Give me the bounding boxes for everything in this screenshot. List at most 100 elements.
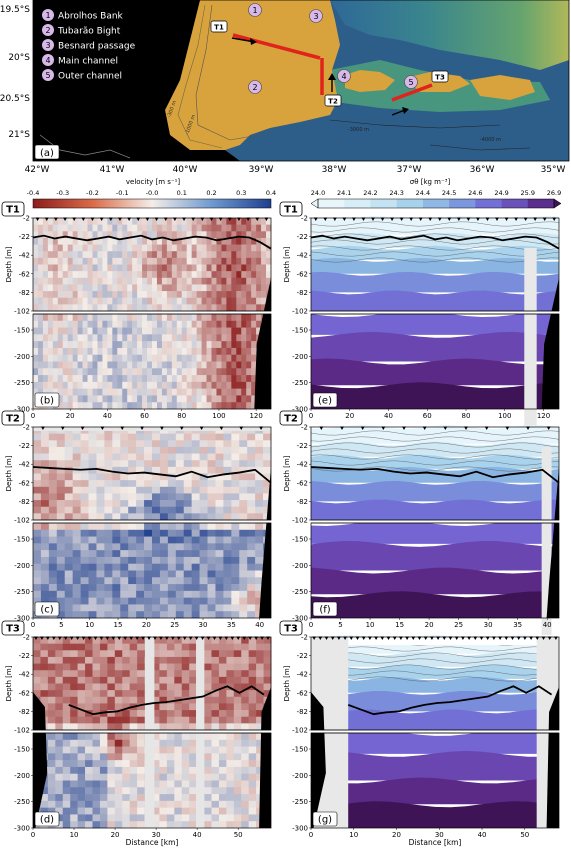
velocity-cell bbox=[56, 446, 66, 454]
velocity-cell bbox=[171, 277, 178, 285]
velocity-cell bbox=[183, 584, 192, 592]
velocity-cell bbox=[117, 284, 123, 292]
velocity-cell bbox=[176, 320, 183, 328]
velocity-cell bbox=[137, 271, 143, 279]
transect-tag: T2 bbox=[1, 410, 25, 426]
velocity-cell bbox=[152, 231, 158, 239]
velocity-cell bbox=[128, 550, 137, 558]
transect-line-t1 bbox=[232, 33, 321, 60]
velocity-cell bbox=[128, 493, 137, 501]
velocity-cell bbox=[142, 314, 148, 322]
velocity-cell bbox=[67, 314, 73, 322]
x-tick-label: 25 bbox=[170, 621, 179, 629]
velocity-cell bbox=[72, 314, 78, 322]
velocity-cell bbox=[152, 800, 160, 808]
velocity-cell bbox=[40, 493, 50, 501]
velocity-cell bbox=[201, 395, 207, 403]
velocity-cell bbox=[167, 513, 177, 521]
velocity-cell bbox=[152, 291, 158, 299]
velocity-cell bbox=[52, 231, 59, 239]
velocity-cell bbox=[112, 327, 118, 335]
density-band bbox=[311, 358, 559, 386]
lon-label-36: 36°W bbox=[470, 165, 495, 175]
velocity-cell bbox=[211, 395, 217, 403]
velocity-cell bbox=[144, 597, 153, 605]
velocity-cell bbox=[215, 563, 224, 571]
velocity-cell bbox=[52, 271, 59, 279]
y-tick-label: -150 bbox=[14, 746, 30, 754]
station-marker bbox=[44, 217, 49, 221]
velocity-cell bbox=[161, 297, 168, 305]
velocity-cell bbox=[241, 723, 249, 731]
velocity-cell bbox=[144, 590, 153, 598]
station-marker bbox=[81, 217, 86, 221]
velocity-cell bbox=[156, 264, 163, 272]
velocity-colorbar-tick: 0.4 bbox=[266, 189, 276, 197]
station-marker bbox=[553, 636, 558, 640]
velocity-cell bbox=[247, 570, 256, 578]
velocity-cell bbox=[226, 277, 232, 285]
velocity-cell bbox=[241, 821, 249, 829]
velocity-cell bbox=[92, 224, 98, 232]
velocity-cell bbox=[152, 237, 158, 245]
station-marker bbox=[182, 636, 187, 640]
velocity-cell bbox=[161, 304, 168, 312]
velocity-cell bbox=[211, 291, 217, 299]
station-marker bbox=[236, 636, 241, 640]
velocity-cell bbox=[33, 650, 41, 658]
y-axis-label: Depth [m] bbox=[5, 455, 13, 491]
velocity-cell bbox=[47, 381, 54, 389]
seafloor-left bbox=[33, 692, 48, 828]
velocity-cell bbox=[96, 506, 105, 514]
velocity-cell bbox=[85, 690, 93, 698]
velocity-cell bbox=[166, 787, 175, 795]
velocity-cell bbox=[233, 766, 242, 775]
velocity-cell bbox=[80, 433, 89, 441]
velocity-cell bbox=[129, 696, 138, 704]
velocity-cell bbox=[99, 643, 108, 651]
velocity-cell bbox=[246, 334, 252, 342]
density-colorbar-segment bbox=[449, 199, 476, 208]
y-tick-label: -2 bbox=[23, 634, 30, 642]
velocity-cell bbox=[42, 304, 49, 312]
velocity-cell bbox=[239, 584, 248, 592]
velocity-cell bbox=[211, 257, 217, 265]
velocity-cell bbox=[161, 341, 168, 349]
velocity-cell bbox=[42, 291, 49, 299]
velocity-cell bbox=[102, 314, 108, 322]
velocity-cell bbox=[216, 320, 222, 328]
velocity-cell bbox=[37, 375, 44, 383]
station-marker bbox=[460, 636, 465, 640]
velocity-cell bbox=[174, 780, 183, 788]
x-tick-label: 0 bbox=[309, 412, 313, 420]
velocity-cell bbox=[152, 656, 160, 664]
velocity-cell bbox=[137, 723, 145, 731]
velocity-cell bbox=[47, 716, 56, 724]
velocity-cell bbox=[55, 739, 64, 747]
velocity-cell bbox=[156, 284, 163, 292]
velocity-cell bbox=[167, 500, 177, 508]
velocity-cell bbox=[239, 486, 248, 494]
velocity-cell bbox=[127, 277, 133, 285]
velocity-cell bbox=[85, 723, 93, 731]
station-marker bbox=[248, 636, 253, 640]
velocity-cell bbox=[181, 381, 188, 389]
velocity-cell bbox=[159, 670, 168, 678]
velocity-cell bbox=[33, 446, 42, 454]
velocity-cell bbox=[47, 773, 56, 781]
velocity-cell bbox=[122, 341, 128, 349]
velocity-cell bbox=[266, 251, 272, 259]
velocity-cell bbox=[166, 773, 175, 781]
velocity-cell bbox=[102, 284, 108, 292]
map-shelf bbox=[165, 0, 340, 150]
x-tick-label: 15 bbox=[395, 621, 404, 629]
velocity-cell bbox=[241, 277, 247, 285]
station-marker bbox=[188, 636, 193, 640]
velocity-cell bbox=[211, 746, 220, 754]
map-contour-300 bbox=[177, 4, 223, 149]
station-marker bbox=[200, 217, 205, 221]
velocity-cell bbox=[266, 284, 272, 292]
velocity-cell bbox=[77, 320, 83, 328]
velocity-cell bbox=[196, 388, 202, 396]
velocity-cell bbox=[201, 334, 207, 342]
